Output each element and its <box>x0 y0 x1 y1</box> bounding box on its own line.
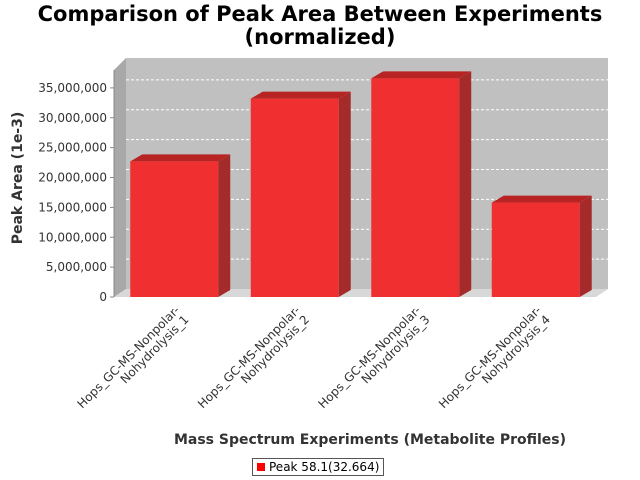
legend: Peak 58.1(32.664) <box>252 458 385 476</box>
plot-left-wall <box>114 58 126 297</box>
bar-side <box>579 195 592 297</box>
bar <box>371 78 460 297</box>
x-tick-label: Hops_GC-MS-Nonpolar-Nohydrolysis_1 <box>74 303 191 411</box>
bar-side <box>459 71 472 297</box>
x-tick-label: Hops_GC-MS-Nonpolar-Nohydrolysis_3 <box>315 303 432 411</box>
y-tick-label: 20,000,000 <box>38 171 107 185</box>
x-tick-label-line: Hops_GC-MS-Nonpolar- <box>74 303 182 411</box>
x-tick-label-line: Hops_GC-MS-Nonpolar- <box>195 303 303 411</box>
legend-swatch <box>257 462 265 471</box>
legend-entry: Peak 58.1(32.664) <box>269 460 380 474</box>
x-tick-label-line: Hops_GC-MS-Nonpolar- <box>315 303 423 411</box>
y-tick-label: 10,000,000 <box>38 230 107 244</box>
chart-title: Comparison of Peak Area Between Experime… <box>37 2 603 26</box>
y-tick-label: 15,000,000 <box>38 200 107 214</box>
bar-side <box>338 91 351 297</box>
bar-top <box>371 71 472 79</box>
x-tick-label-line: Hops_GC-MS-Nonpolar- <box>436 303 544 411</box>
y-tick-label: 0 <box>99 290 107 304</box>
y-axis-title: Peak Area (1e-3) <box>10 111 26 245</box>
bar-top <box>130 154 231 162</box>
bar <box>130 161 219 297</box>
bar <box>491 202 580 297</box>
bar-top <box>491 195 592 203</box>
y-tick-label: 35,000,000 <box>38 81 107 95</box>
bar <box>250 98 339 297</box>
x-tick-label: Hops_GC-MS-Nonpolar-Nohydrolysis_2 <box>195 303 312 411</box>
bar-side <box>218 154 231 297</box>
x-axis-title: Mass Spectrum Experiments (Metabolite Pr… <box>173 432 567 448</box>
bar-top <box>250 91 351 99</box>
plot-floor <box>114 289 608 297</box>
y-tick-label: 5,000,000 <box>46 260 107 274</box>
y-tick-label: 25,000,000 <box>38 141 107 155</box>
chart-subtitle: (normalized) <box>244 25 396 49</box>
x-tick-label: Hops_GC-MS-Nonpolar-Nohydrolysis_4 <box>436 303 553 411</box>
y-tick-label: 30,000,000 <box>38 111 107 125</box>
